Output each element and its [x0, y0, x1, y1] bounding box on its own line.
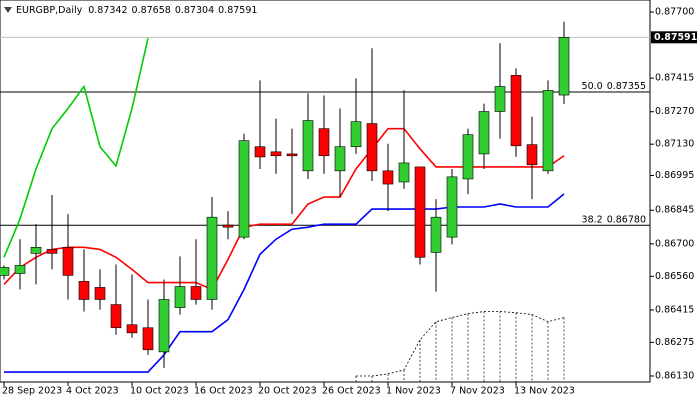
candle-body — [430, 216, 442, 253]
candle-body — [190, 286, 202, 300]
candle-body — [526, 144, 538, 166]
candle-body — [126, 324, 138, 334]
y-tick-label: 0.87700 — [655, 7, 694, 18]
y-tick-label: 0.87130 — [655, 139, 694, 150]
candle-body — [494, 86, 506, 112]
candle-body — [558, 37, 570, 96]
candle-body — [0, 267, 10, 276]
x-tick-label: 7 Nov 2023 — [450, 386, 505, 397]
header-high: 0.87658 — [132, 5, 171, 16]
candle-body — [462, 134, 474, 180]
cloud-edge — [356, 311, 565, 377]
candle-body — [158, 299, 170, 353]
y-tick-label: 0.86415 — [655, 304, 694, 315]
x-tick-label: 26 Oct 2023 — [322, 386, 381, 397]
chart-header: EURGBP,Daily 0.87342 0.87658 0.87304 0.87591 — [16, 5, 257, 16]
candle-body — [414, 166, 426, 258]
candle-body — [46, 249, 58, 254]
level-value: 0.86780 — [607, 214, 646, 225]
candle-body — [478, 111, 490, 155]
candle-body — [174, 286, 186, 308]
x-tick-label: 28 Sep 2023 — [2, 386, 62, 397]
current-price-label: 0.87591 — [654, 32, 697, 43]
candle-body — [30, 247, 42, 254]
candle-body — [446, 176, 458, 238]
candle-body — [254, 146, 266, 158]
header-close: 0.87591 — [218, 5, 257, 16]
y-tick-label: 0.86275 — [655, 337, 694, 348]
level-name: 38.2 — [582, 214, 603, 225]
level-value: 0.87355 — [607, 81, 646, 92]
candle-body — [366, 123, 378, 172]
indicator-line — [3, 38, 149, 258]
y-tick-label: 0.87415 — [655, 73, 694, 84]
y-tick-label: 0.86845 — [655, 205, 694, 216]
candle-body — [110, 304, 122, 329]
candle-body — [350, 121, 362, 148]
header-low: 0.87304 — [175, 5, 214, 16]
x-tick-label: 16 Oct 2023 — [194, 386, 253, 397]
y-tick-label: 0.87270 — [655, 106, 694, 117]
candle-body — [270, 151, 282, 157]
candle-body — [510, 75, 522, 147]
candle-body — [318, 128, 330, 157]
level-label: 38.2 0.86780 — [582, 214, 646, 225]
candle-body — [286, 153, 298, 157]
header-open: 0.87342 — [88, 5, 127, 16]
candle-body — [334, 146, 346, 172]
y-tick-label: 0.86560 — [655, 271, 694, 282]
candle-body — [14, 265, 26, 274]
x-tick-label: 1 Nov 2023 — [386, 386, 441, 397]
candle-body — [78, 281, 90, 300]
candle-body — [206, 216, 218, 300]
y-tick-label: 0.86130 — [655, 370, 694, 381]
plot-frame — [0, 0, 651, 383]
candle-body — [222, 224, 234, 228]
candle-body — [542, 90, 554, 172]
y-tick-label: 0.86700 — [655, 238, 694, 249]
x-tick-label: 4 Oct 2023 — [66, 386, 119, 397]
current-price-box — [651, 31, 697, 44]
level-name: 50.0 — [582, 81, 603, 92]
candle-body — [142, 327, 154, 351]
candle-body — [382, 170, 394, 185]
x-tick-label: 13 Nov 2023 — [514, 386, 575, 397]
level-label: 50.0 0.87355 — [582, 81, 646, 92]
candle-body — [62, 247, 74, 276]
candle-body — [398, 162, 410, 183]
indicator-line — [4, 193, 565, 373]
x-tick-label: 10 Oct 2023 — [130, 386, 189, 397]
candle-body — [94, 287, 106, 300]
candle-body — [302, 120, 314, 172]
candle-body — [238, 140, 250, 238]
header-icon — [4, 7, 12, 13]
symbol: EURGBP,Daily — [16, 5, 83, 16]
y-tick-label: 0.86995 — [655, 170, 694, 181]
x-tick-label: 20 Oct 2023 — [258, 386, 317, 397]
